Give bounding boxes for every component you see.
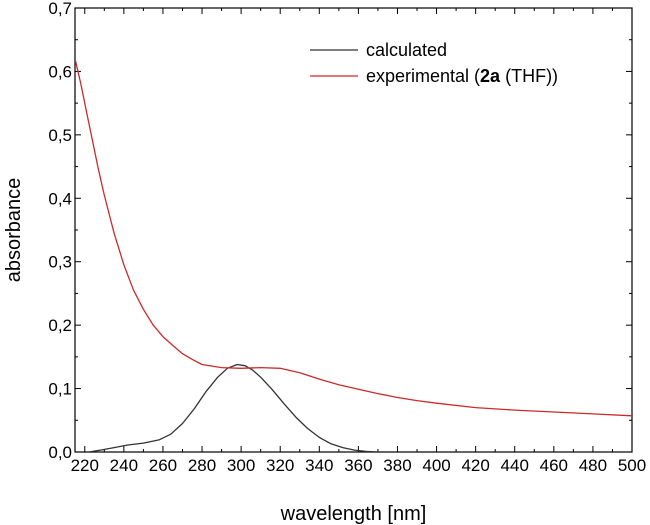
y-axis-ticks: 0,0 0,1 0,2 0,3 0,4 0,5 0,6 0,7 [48, 0, 632, 462]
y-tick-label: 0,4 [48, 189, 72, 208]
y-tick-label: 0,0 [48, 443, 72, 462]
x-axis-label: wavelength [nm] [280, 503, 427, 525]
series-line-calculated [88, 363, 378, 452]
x-tick-label: 460 [540, 456, 568, 475]
x-tick-label: 320 [266, 456, 294, 475]
y-tick-label: 0,1 [48, 380, 72, 399]
x-tick-label: 420 [461, 456, 489, 475]
x-tick-label: 360 [344, 456, 372, 475]
x-tick-label: 340 [305, 456, 333, 475]
x-tick-label: 260 [149, 456, 177, 475]
x-tick-label: 300 [227, 456, 255, 475]
y-tick-label: 0,7 [48, 0, 72, 18]
y-tick-label: 0,2 [48, 316, 72, 335]
y-tick-label: 0,3 [48, 253, 72, 272]
legend: calculated experimental (2a (THF)) [310, 40, 558, 86]
x-tick-label: 280 [188, 456, 216, 475]
x-tick-label: 380 [383, 456, 411, 475]
series-line-experimental [75, 58, 632, 417]
x-tick-label: 500 [618, 456, 646, 475]
x-tick-label: 220 [71, 456, 99, 475]
x-axis-ticks: 220 240 260 280 300 320 340 360 380 400 420 440 460 4… [71, 8, 646, 475]
y-axis-label: absorbance [3, 178, 25, 283]
x-tick-label: 480 [579, 456, 607, 475]
x-tick-label: 400 [422, 456, 450, 475]
legend-label: experimental (2a (THF)) [366, 66, 558, 86]
y-tick-label: 0,5 [48, 126, 72, 145]
y-tick-label: 0,6 [48, 62, 72, 81]
x-tick-label: 240 [110, 456, 138, 475]
x-tick-label: 440 [501, 456, 529, 475]
series-layer [75, 58, 632, 452]
legend-label: calculated [366, 40, 447, 60]
